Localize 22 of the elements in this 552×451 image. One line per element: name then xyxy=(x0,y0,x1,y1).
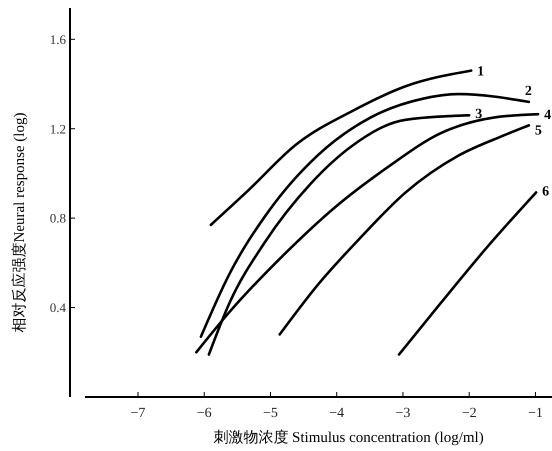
series-label: 2 xyxy=(524,84,532,99)
series-label: 6 xyxy=(542,184,550,200)
x-tick-label: −7 xyxy=(130,406,146,421)
y-tick-label: 1.2 xyxy=(50,121,66,136)
y-axis-title: 相对反应强度Neural response (log) xyxy=(11,112,28,332)
x-tick-label: −3 xyxy=(396,406,410,421)
line-series xyxy=(210,69,472,226)
x-tick-label: −5 xyxy=(263,406,278,421)
series-label: 3 xyxy=(475,107,482,122)
x-axis-title: 刺激物浓度 Stimulus concentration (log/ml) xyxy=(213,429,484,446)
x-tick-label: −4 xyxy=(329,406,344,421)
y-tick-label: 1.6 xyxy=(50,32,66,47)
y-tick-label: 0.8 xyxy=(50,210,66,226)
x-tick-label: −1 xyxy=(528,406,543,421)
x-tick-label: −2 xyxy=(462,406,477,421)
series-label: 1 xyxy=(477,64,484,80)
y-tick-label: 0.4 xyxy=(50,300,66,316)
series-label: 4 xyxy=(544,108,552,124)
line-series xyxy=(398,191,538,356)
x-tick-label: −6 xyxy=(196,406,212,421)
line-series xyxy=(278,124,530,336)
series-label: 5 xyxy=(534,123,542,138)
